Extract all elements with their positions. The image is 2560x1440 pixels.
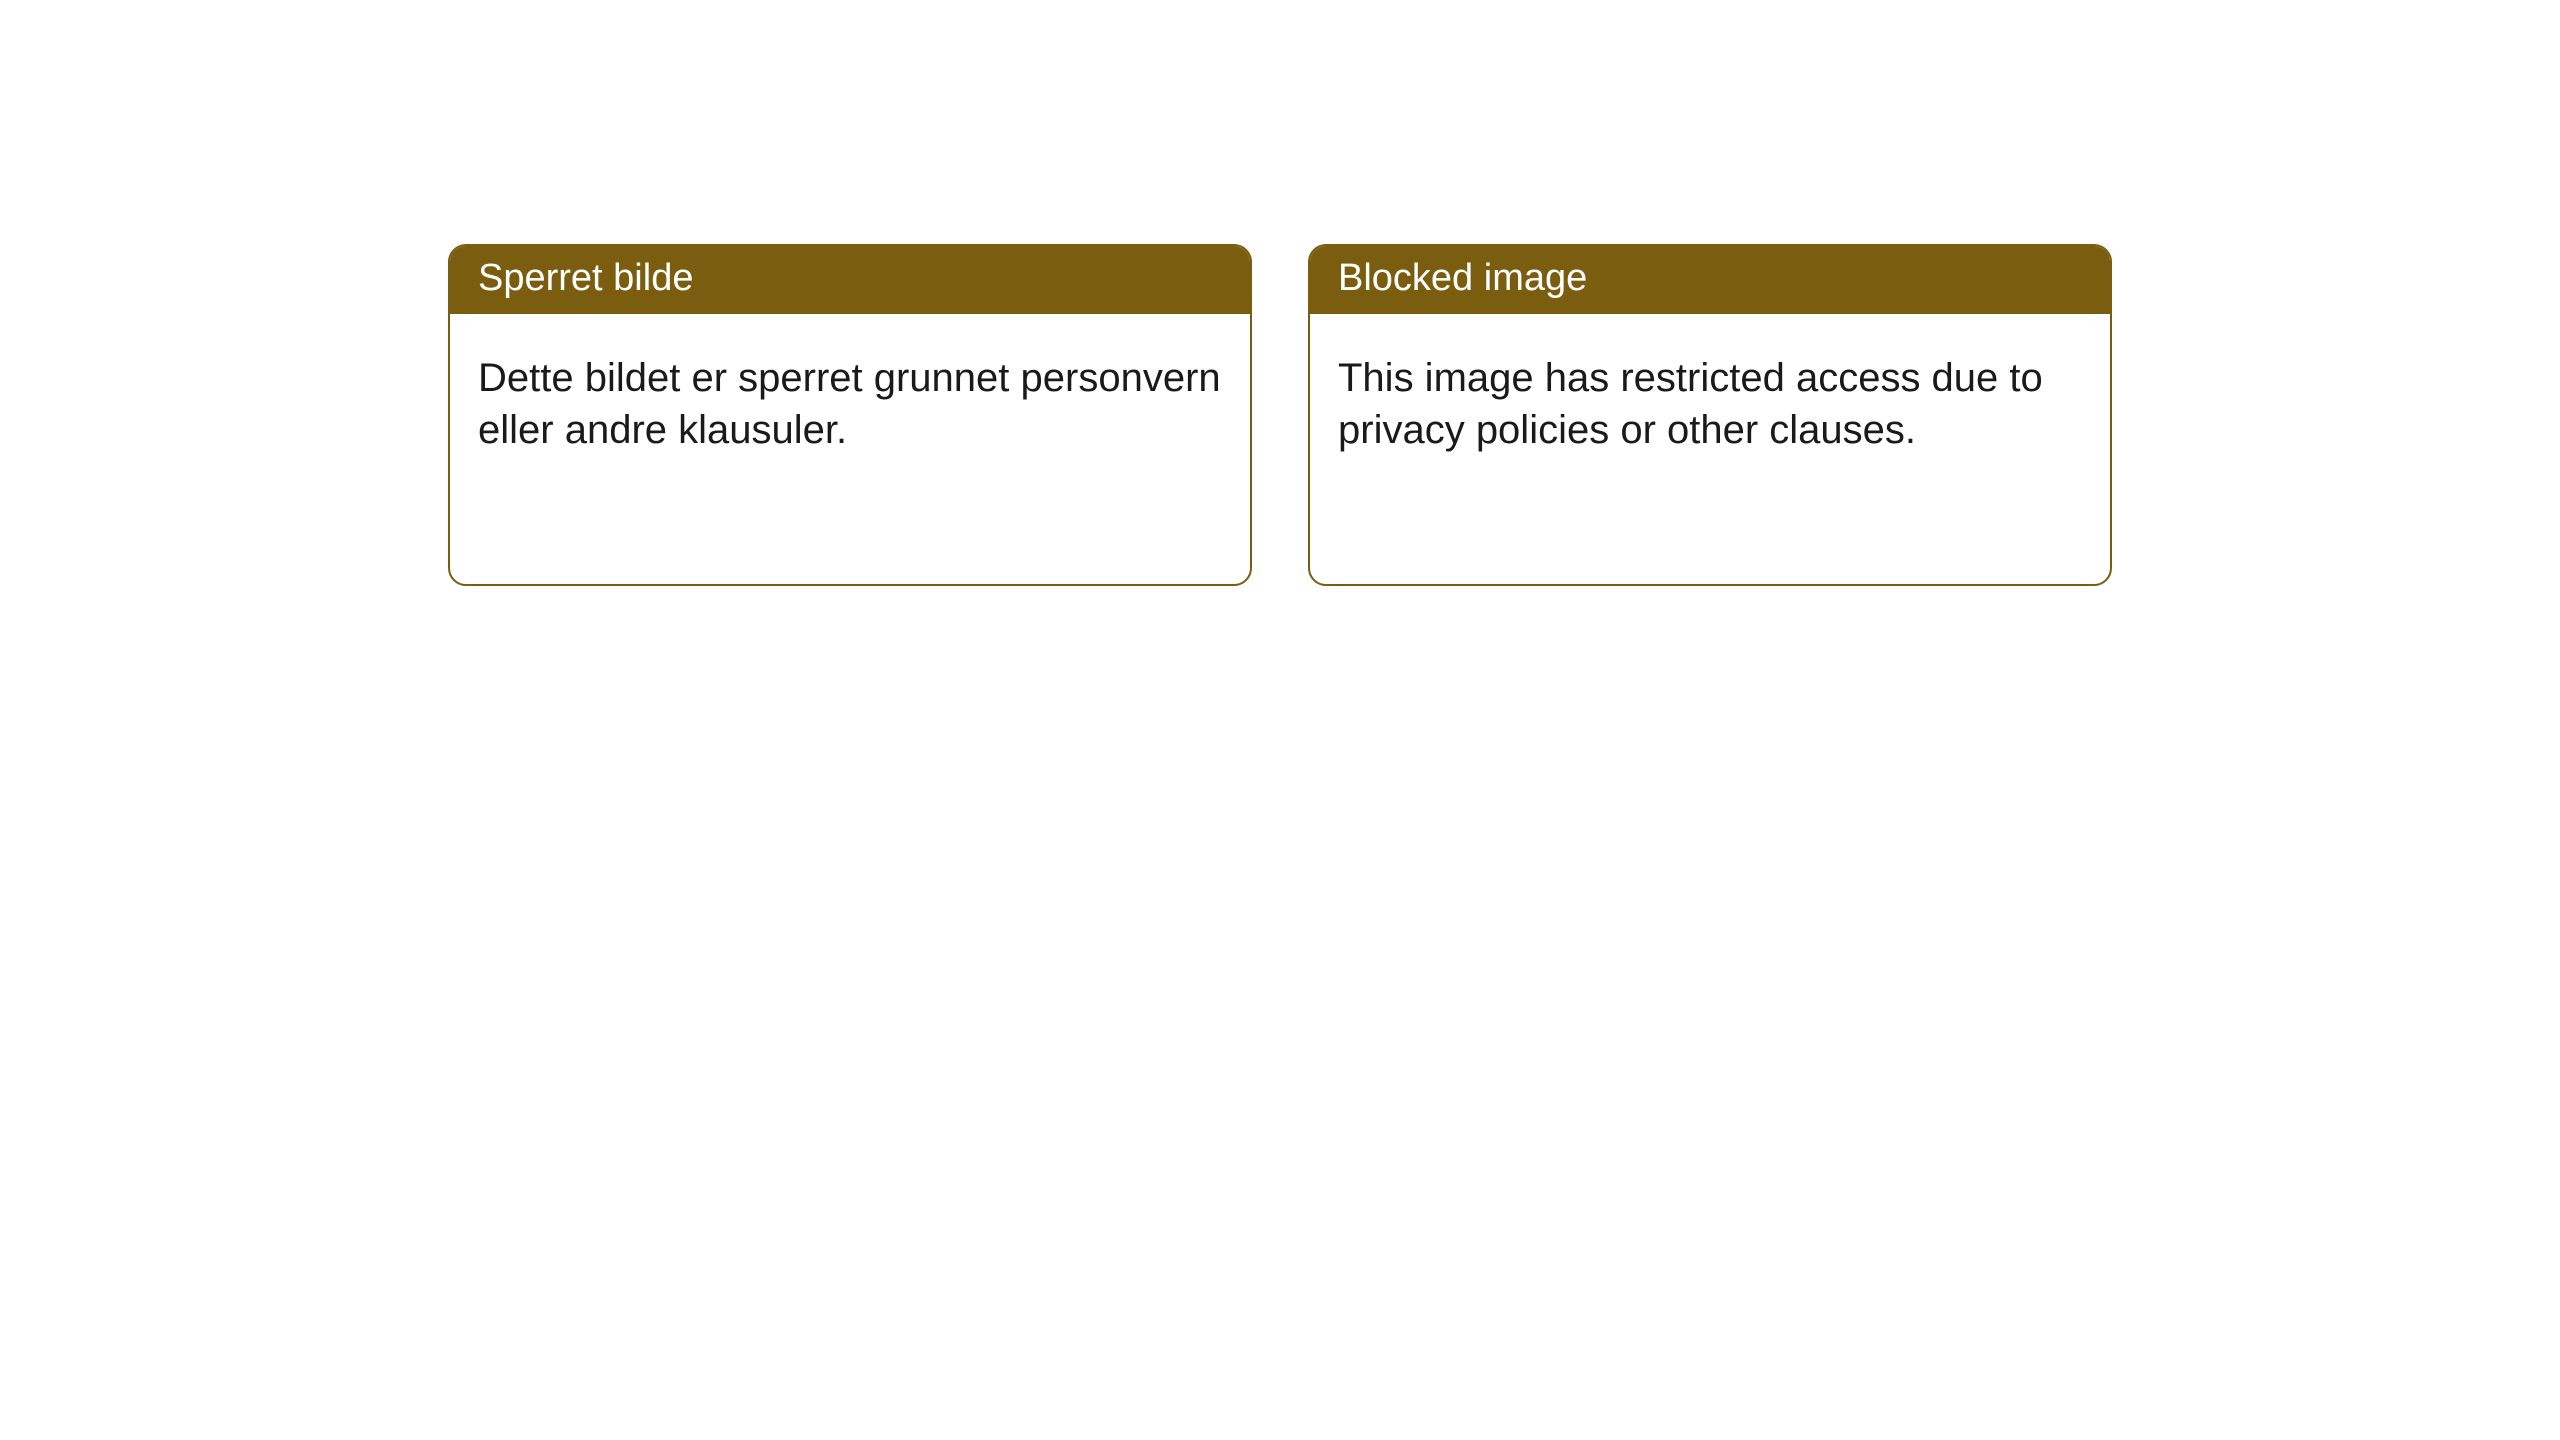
card-title: Sperret bilde [478, 257, 693, 299]
blocked-image-card-no: Sperret bilde Dette bildet er sperret gr… [448, 244, 1252, 586]
blocked-image-card-en: Blocked image This image has restricted … [1308, 244, 2112, 586]
card-body-text: Dette bildet er sperret grunnet personve… [478, 356, 1221, 452]
card-body-text: This image has restricted access due to … [1338, 356, 2043, 452]
notice-container: Sperret bilde Dette bildet er sperret gr… [448, 244, 2112, 586]
card-body: This image has restricted access due to … [1310, 314, 2110, 584]
card-header: Sperret bilde [450, 246, 1250, 314]
card-header: Blocked image [1310, 246, 2110, 314]
card-body: Dette bildet er sperret grunnet personve… [450, 314, 1250, 584]
card-title: Blocked image [1338, 257, 1587, 299]
